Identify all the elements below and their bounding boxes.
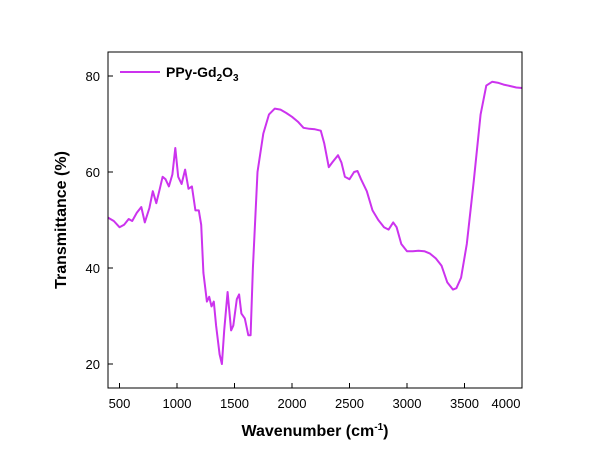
legend-label: PPy-Gd2O3 [166, 64, 239, 84]
x-tick-label: 1500 [220, 396, 249, 411]
x-axis-ticks: 500 1000 1500 2000 2500 3000 3500 4000 [109, 383, 523, 411]
y-tick-label: 40 [86, 261, 100, 276]
legend-label-sub-2: 2 [217, 73, 223, 84]
legend-label-sub-3: 3 [233, 73, 239, 84]
x-tick-label: 500 [109, 396, 131, 411]
series-layer [107, 80, 523, 365]
y-tick-label: 20 [86, 357, 100, 372]
y-axis-ticks: 20 40 60 80 [86, 69, 113, 372]
y-tick-label: 60 [86, 165, 100, 180]
x-axis-title-end: ) [383, 423, 388, 440]
x-axis-title: Wavenumber (cm-1) [241, 422, 388, 440]
x-axis-title-superscript: -1 [374, 422, 383, 433]
legend: PPy-Gd2O3 [120, 64, 239, 84]
x-tick-label: 1000 [163, 396, 192, 411]
x-tick-label: 2500 [335, 396, 364, 411]
series-line-0 [107, 80, 523, 365]
x-tick-label: 3500 [450, 396, 479, 411]
legend-label-part-1: PPy-Gd [166, 64, 217, 80]
y-tick-label: 80 [86, 69, 100, 84]
legend-label-part-3: O [222, 64, 233, 80]
y-axis-title: Transmittance (%) [53, 151, 70, 289]
x-axis-title-main: Wavenumber (cm [241, 423, 374, 440]
x-tick-label: 3000 [393, 396, 422, 411]
x-tick-label: 2000 [278, 396, 307, 411]
x-tick-label: 4000 [492, 396, 521, 411]
plot-frame [107, 51, 523, 389]
